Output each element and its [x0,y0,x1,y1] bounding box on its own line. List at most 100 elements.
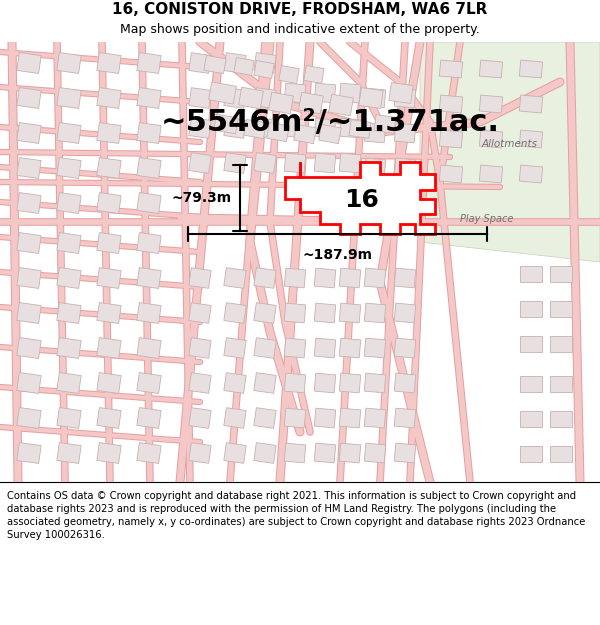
Polygon shape [394,303,416,323]
Polygon shape [319,124,341,144]
Polygon shape [254,118,276,138]
Polygon shape [520,60,542,78]
Polygon shape [520,376,542,392]
Polygon shape [224,302,246,323]
Polygon shape [137,338,161,359]
Polygon shape [314,118,336,138]
Polygon shape [439,165,463,183]
Polygon shape [137,232,161,254]
Polygon shape [479,130,503,148]
Polygon shape [17,442,41,464]
Polygon shape [364,88,386,108]
Polygon shape [137,158,161,179]
Polygon shape [239,88,263,109]
Polygon shape [189,152,211,173]
Text: 16: 16 [344,188,379,212]
Polygon shape [364,338,386,358]
Polygon shape [97,268,121,289]
Polygon shape [254,408,276,428]
Polygon shape [520,165,542,183]
Polygon shape [254,52,276,73]
Polygon shape [189,442,211,463]
Polygon shape [254,61,274,79]
Text: Allotments: Allotments [482,139,538,149]
Polygon shape [364,268,386,288]
Polygon shape [97,372,121,394]
Polygon shape [339,83,361,103]
Polygon shape [299,92,323,114]
Polygon shape [224,338,246,358]
Polygon shape [209,82,236,104]
Polygon shape [97,302,121,324]
Polygon shape [17,192,41,214]
Polygon shape [304,66,324,84]
Polygon shape [550,336,572,352]
Polygon shape [189,52,211,73]
Polygon shape [97,408,121,429]
Polygon shape [314,338,336,358]
Polygon shape [17,122,41,144]
Polygon shape [189,268,211,288]
Polygon shape [254,372,276,393]
Polygon shape [284,268,306,288]
Polygon shape [137,302,161,324]
Polygon shape [57,302,81,324]
Text: ~79.3m: ~79.3m [172,191,232,205]
Polygon shape [97,232,121,254]
Polygon shape [279,66,299,84]
Polygon shape [550,376,572,392]
Text: Map shows position and indicative extent of the property.: Map shows position and indicative extent… [120,23,480,36]
Polygon shape [244,119,266,139]
Polygon shape [389,82,413,104]
Polygon shape [520,301,542,317]
Polygon shape [267,122,289,142]
Polygon shape [359,88,383,109]
Polygon shape [97,122,121,144]
Polygon shape [254,88,276,108]
Polygon shape [57,372,81,394]
Polygon shape [339,268,361,288]
Polygon shape [57,52,81,74]
Polygon shape [224,408,246,428]
Polygon shape [394,268,416,288]
Polygon shape [550,446,572,462]
Polygon shape [97,192,121,214]
Polygon shape [364,408,386,428]
Polygon shape [394,123,416,143]
Polygon shape [550,266,572,282]
Polygon shape [314,443,336,463]
Polygon shape [224,442,246,463]
Polygon shape [339,153,361,173]
Polygon shape [339,443,361,463]
Polygon shape [57,232,81,254]
Polygon shape [284,118,306,138]
Polygon shape [294,124,316,144]
Polygon shape [17,302,41,324]
Polygon shape [17,52,41,74]
Polygon shape [364,443,386,463]
Polygon shape [254,338,276,358]
Polygon shape [314,83,336,103]
Polygon shape [364,123,386,143]
Polygon shape [57,88,81,109]
Polygon shape [137,192,161,214]
Polygon shape [224,268,246,288]
Polygon shape [57,442,81,464]
Polygon shape [314,373,336,393]
Polygon shape [520,130,542,148]
Polygon shape [57,122,81,144]
Polygon shape [224,88,246,108]
Polygon shape [339,373,361,393]
Polygon shape [57,268,81,289]
Polygon shape [520,411,542,427]
Polygon shape [374,114,396,133]
Polygon shape [254,152,276,173]
Polygon shape [189,88,211,108]
Polygon shape [439,95,463,113]
Polygon shape [314,268,336,288]
Polygon shape [189,372,211,393]
Polygon shape [97,88,121,109]
Polygon shape [314,408,336,428]
Polygon shape [137,442,161,464]
Polygon shape [204,56,226,74]
